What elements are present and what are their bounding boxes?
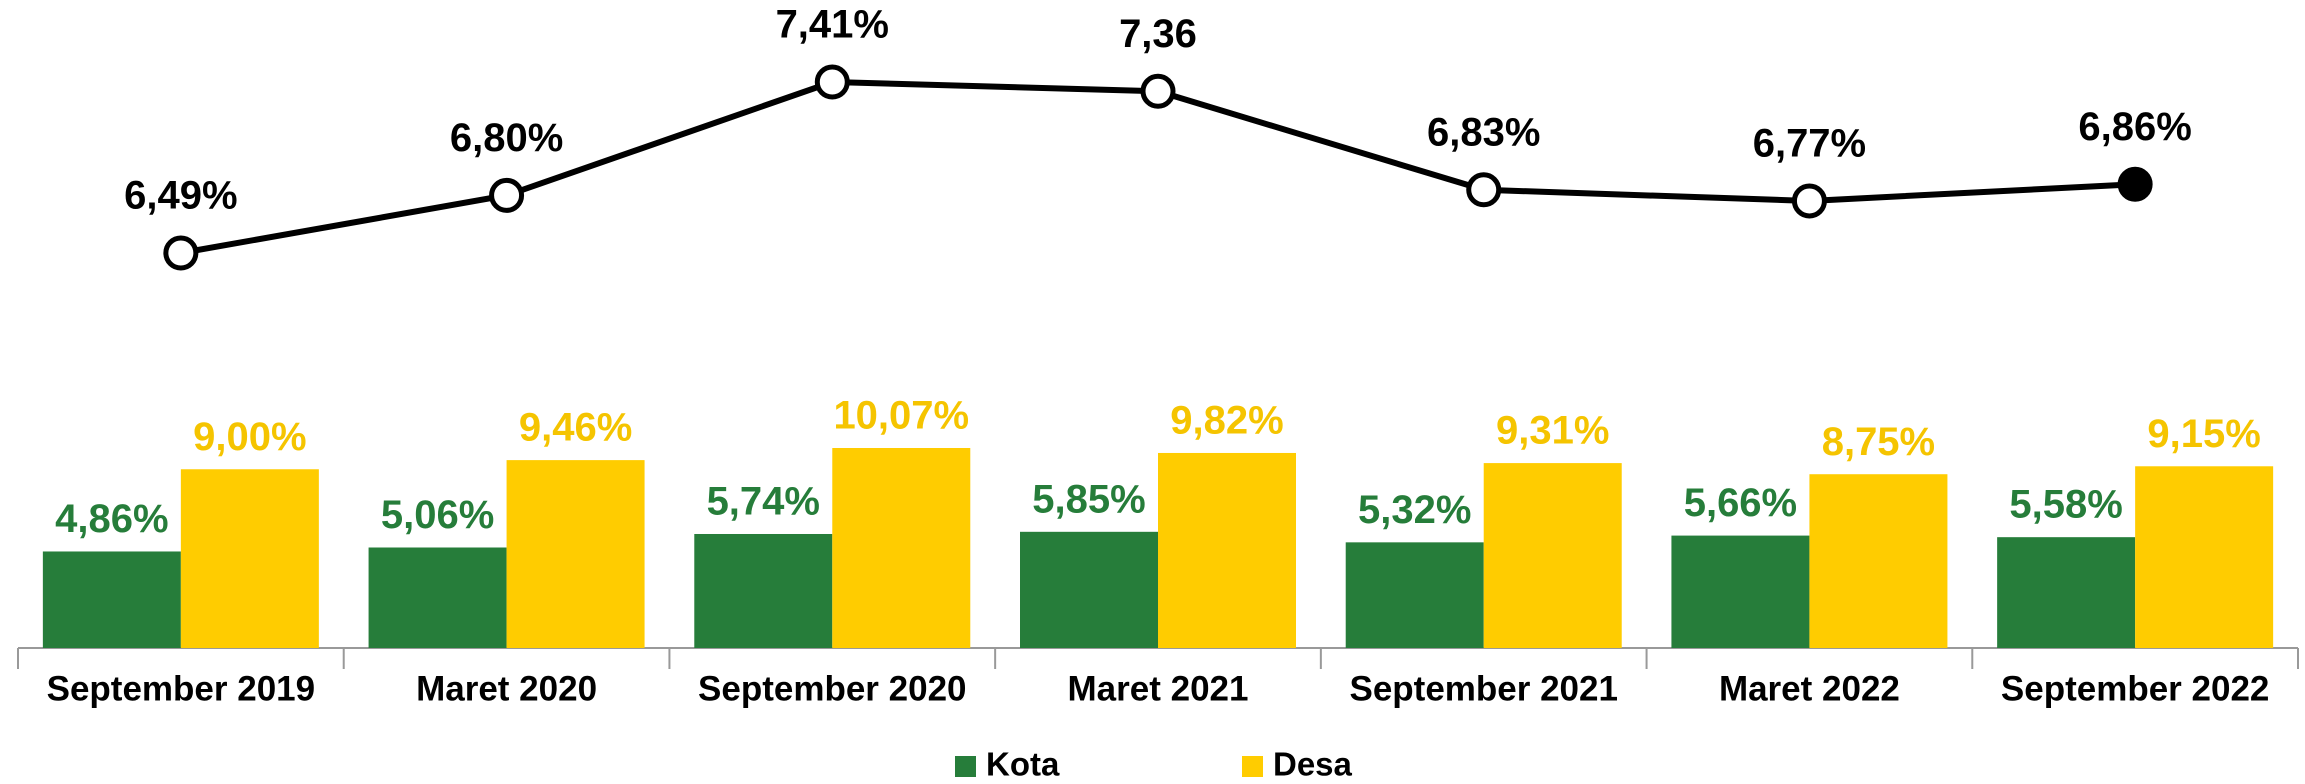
line-value-label: 6,49% [124, 174, 237, 218]
legend-swatch [955, 756, 976, 777]
bar [1997, 537, 2136, 648]
bar-value-label: 8,75% [1822, 420, 1935, 464]
legend-label: Desa [1273, 746, 1353, 783]
line-marker [489, 177, 525, 213]
bar [832, 448, 971, 648]
bar [1020, 531, 1158, 648]
bar [1483, 463, 1622, 648]
bar [1809, 474, 1948, 648]
bar-value-label: 5,58% [2009, 483, 2122, 527]
bar-value-label: 9,46% [519, 406, 632, 450]
line-marker [163, 235, 199, 271]
line-marker [2117, 166, 2153, 202]
bar-value-label: 4,86% [55, 497, 168, 541]
bar [694, 533, 833, 648]
bar-value-label: 10,07% [833, 394, 969, 438]
bar-value-label: 5,66% [1684, 481, 1797, 525]
x-tick-label: Maret 2022 [1719, 669, 1900, 708]
line-value-label: 6,77% [1753, 122, 1866, 166]
bar [368, 547, 507, 648]
bar [1671, 535, 1810, 648]
line-marker [1140, 73, 1176, 109]
line-value-label: 7,41% [776, 3, 889, 47]
x-tick-label: September 2022 [2001, 669, 2269, 708]
bar-value-label: 5,74% [707, 480, 820, 524]
bar [42, 551, 181, 648]
bar [2135, 466, 2274, 648]
bar-value-label: 9,15% [2147, 412, 2260, 456]
x-tick-label: September 2020 [698, 669, 966, 708]
bar-value-label: 5,32% [1358, 488, 1471, 532]
bar-value-label: 5,06% [381, 493, 494, 537]
x-tick-label: Maret 2020 [416, 669, 597, 708]
bar-value-label: 9,00% [193, 415, 306, 459]
bar [180, 469, 319, 648]
legend-label: Kota [986, 746, 1060, 783]
bar-value-label: 9,31% [1496, 409, 1609, 453]
x-tick-label: September 2021 [1349, 669, 1617, 708]
bar [1345, 542, 1484, 648]
bar [1158, 452, 1296, 648]
line-marker [1466, 172, 1502, 208]
line-marker [814, 64, 850, 100]
bar-value-label: 9,82% [1170, 399, 1283, 443]
bar [506, 460, 645, 648]
line-value-label: 6,80% [450, 116, 563, 160]
line-value-label: 6,83% [1427, 110, 1540, 154]
line-value-label: 6,86% [2078, 105, 2191, 149]
bar-value-label: 5,85% [1032, 477, 1145, 521]
x-tick-label: Maret 2021 [1068, 669, 1249, 708]
line-marker [1791, 183, 1827, 219]
legend-swatch [1242, 756, 1263, 777]
x-tick-label: September 2019 [47, 669, 315, 708]
line-value-label: 7,36 [1119, 12, 1197, 56]
